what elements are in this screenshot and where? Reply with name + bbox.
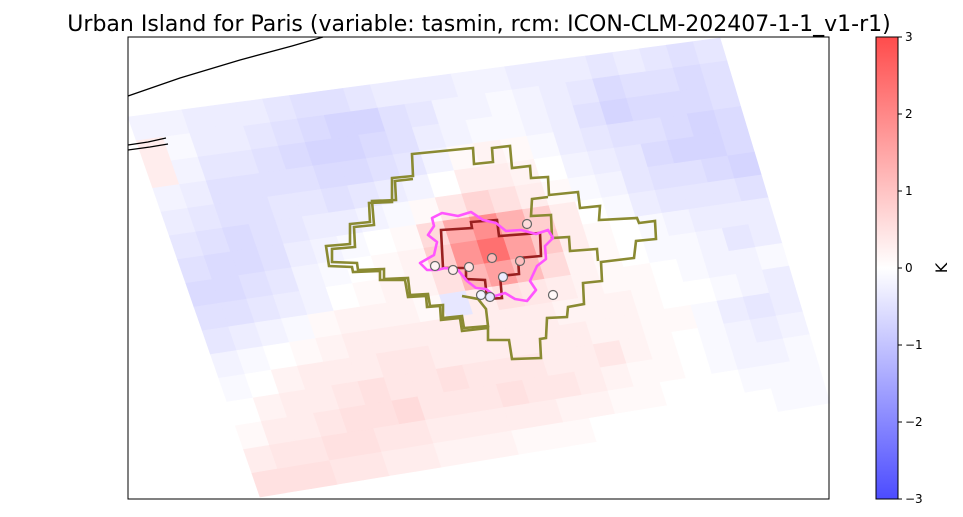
colorbar-tick-label: 2 <box>905 107 913 121</box>
colorbar-tick-label: 0 <box>905 261 913 275</box>
colorbar-tick-label: −3 <box>905 492 923 506</box>
colorbar-bar <box>875 36 899 500</box>
urban-area-contour <box>418 210 555 303</box>
coastline-segment <box>127 137 167 146</box>
chart-title: Urban Island for Paris (variable: tasmin… <box>67 12 890 37</box>
rural-ring-inner-outline <box>330 177 490 330</box>
colorbar-tick-label: 1 <box>905 184 913 198</box>
station-marker <box>547 289 559 301</box>
station-marker <box>463 261 475 273</box>
colorbar-label: K <box>932 262 951 273</box>
station-marker <box>484 291 496 303</box>
map-panel <box>127 36 831 500</box>
heatmap-cell <box>796 379 831 408</box>
colorbar-ticks: 3 2 1 0 −1 −2 −3 <box>898 30 923 506</box>
coastline-segment <box>127 143 169 151</box>
station-marker <box>486 252 498 264</box>
station-marker <box>475 289 487 301</box>
colorbar-tick-label: −2 <box>905 415 923 429</box>
heatmap-cells <box>127 37 831 498</box>
station-markers <box>429 218 559 303</box>
station-marker <box>447 264 459 276</box>
rural-ring-outline <box>324 144 658 361</box>
map-frame <box>127 36 830 500</box>
colorbar-tick-label: −1 <box>905 338 923 352</box>
station-marker <box>429 260 441 272</box>
station-marker <box>514 255 526 267</box>
colorbar: 3 2 1 0 −1 −2 −3 K <box>875 30 951 506</box>
coastline <box>127 36 324 97</box>
station-marker <box>497 271 509 283</box>
colorbar-tick-label: 3 <box>905 30 913 44</box>
station-marker <box>521 218 533 230</box>
